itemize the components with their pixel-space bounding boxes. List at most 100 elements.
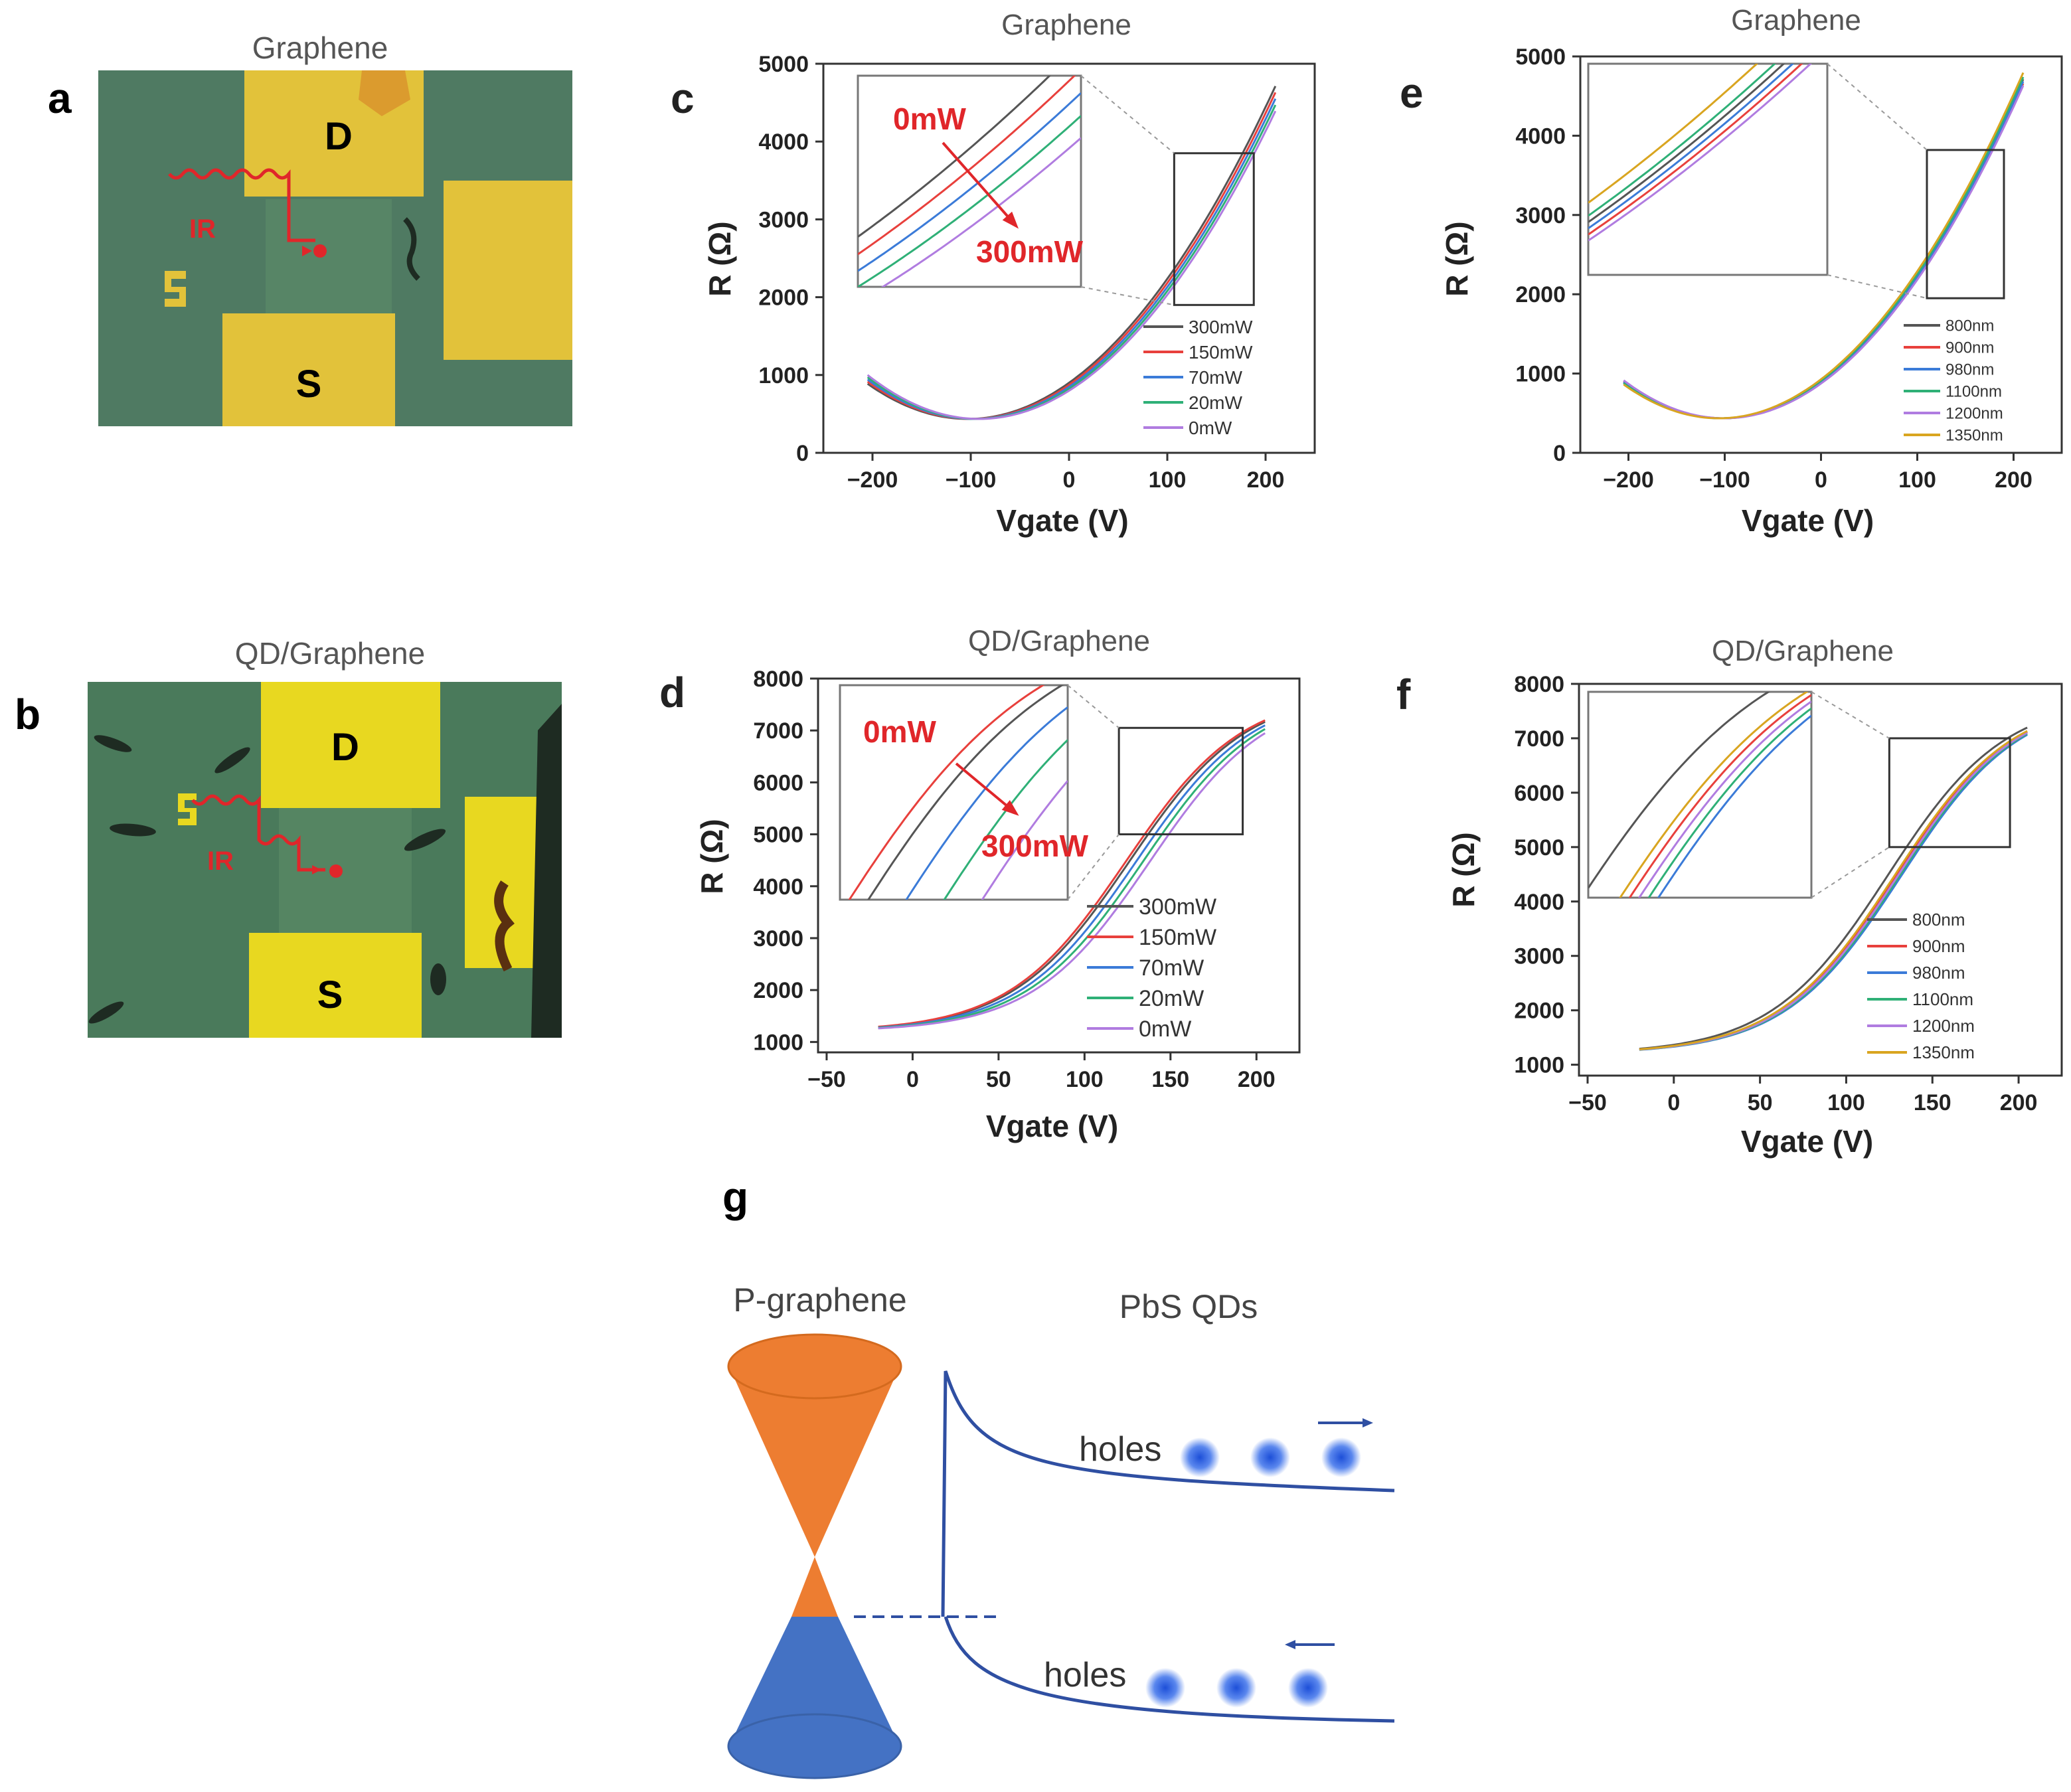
y-tick-label: 5000: [753, 823, 803, 848]
legend-label: 900nm: [1946, 339, 1994, 357]
inset-annot-from: 0mW: [863, 714, 936, 749]
y-tick-label: 2000: [1515, 282, 1566, 307]
marker-glyph: [178, 793, 197, 825]
valence-band-upper: [941, 1370, 1395, 1617]
debris: [403, 217, 420, 281]
hole-dot: [1145, 1668, 1185, 1708]
series-line-0mW: [867, 110, 1277, 420]
inset-series-980nm: [1588, 64, 1795, 230]
inset-connector: [1067, 833, 1119, 900]
upper-cone: [729, 1366, 900, 1557]
zoom-box: [1926, 149, 2005, 299]
zoom-box: [1173, 152, 1255, 306]
x-tick-label: −50: [1568, 1090, 1607, 1115]
inset-series-300mW: [867, 685, 1064, 900]
y-tick-label: 3000: [758, 207, 809, 232]
series-line-150mW: [878, 719, 1266, 1028]
inset-series-1100nm: [1588, 64, 1777, 217]
inset-series-1350nm: [1588, 64, 1759, 204]
y-axis-label: R (Ω): [1440, 221, 1474, 297]
x-axis-label: Vgate (V): [996, 503, 1128, 538]
y-axis-label: R (Ω): [695, 819, 729, 894]
y-tick-label: 1000: [758, 363, 809, 388]
x-tick-label: 100: [1827, 1090, 1865, 1115]
side-electrode: [444, 181, 572, 360]
y-tick-label: 1000: [753, 1030, 803, 1055]
arrow-left-head: [1285, 1640, 1295, 1649]
inset-connector: [1811, 691, 1890, 739]
x-tick-label: 100: [1066, 1067, 1104, 1092]
panel-letter-b: b: [15, 691, 41, 738]
ir-label: IR: [189, 214, 216, 244]
chart-panel-d: d QD/Graphene −50 0 50 100 150 200 1000 2000 3000 4…: [659, 625, 1301, 1143]
ir-spot: [329, 864, 343, 878]
legend-label: 150mW: [1189, 342, 1253, 363]
y-tick-label: 8000: [753, 667, 803, 692]
inset-frame: [839, 684, 1069, 901]
inset-series-150mW: [848, 685, 1045, 900]
inset-series-20mW: [858, 115, 1081, 287]
inset-annot-arrow: [942, 141, 1017, 227]
ir-label: IR: [207, 847, 234, 876]
y-tick-label: 1000: [1514, 1053, 1564, 1078]
drain-label: D: [331, 726, 359, 769]
panel-letter-c: c: [671, 74, 695, 122]
y-tick-label: 7000: [1514, 726, 1564, 752]
series-line-1350nm: [1623, 72, 2025, 420]
legend-label: 800nm: [1912, 910, 1965, 930]
series-line-0mW: [878, 732, 1266, 1030]
legend-label: 20mW: [1189, 392, 1242, 413]
y-tick-label: 0: [796, 441, 809, 466]
hole-dot: [1321, 1437, 1361, 1477]
legend-label: 800nm: [1946, 317, 1994, 335]
debris-on-electrode: [494, 880, 515, 972]
y-tick-label: 4000: [753, 874, 803, 900]
x-tick-label: −200: [1603, 467, 1654, 493]
inset-curves: [858, 76, 1081, 287]
legend-label: 20mW: [1139, 986, 1204, 1011]
inset-frame: [1587, 691, 1813, 899]
ir-arrowhead: [302, 246, 312, 256]
legend-label: 1200nm: [1912, 1016, 1975, 1036]
x-tick-label: 150: [1151, 1067, 1189, 1092]
y-tick-label: 2000: [1514, 999, 1564, 1024]
upper-cone-top: [727, 1333, 902, 1400]
inset-frame: [857, 74, 1082, 288]
source-electrode: [222, 313, 395, 426]
legend-label: 900nm: [1912, 936, 1965, 956]
legend-label: 70mW: [1139, 955, 1204, 981]
x-tick-label: 200: [1247, 467, 1285, 493]
x-axis-label: Vgate (V): [1741, 1124, 1873, 1159]
y-tick-label: 5000: [1514, 835, 1564, 860]
y-tick-label: 0: [1553, 441, 1566, 466]
x-tick-label: 50: [986, 1067, 1011, 1092]
inset-frame: [1587, 62, 1829, 276]
debris: [430, 963, 446, 995]
chart-panel-f: f QD/Graphene −50 0 50 100 150 200 1000 2000 3000 4…: [1396, 635, 2063, 1159]
y-tick-label: 5000: [758, 52, 809, 77]
inset-connector: [1827, 274, 1928, 299]
debris: [110, 823, 156, 837]
inset-curves: [848, 685, 1068, 900]
series-line-20mW: [878, 728, 1266, 1029]
y-tick-label: 2000: [753, 978, 803, 1003]
inset-annot-arrowhead: [1002, 211, 1019, 229]
legend-label: 980nm: [1946, 361, 1994, 378]
x-tick-label: 200: [1995, 467, 2032, 493]
inset-series-900nm: [1628, 694, 1811, 898]
pbs-qds-label: PbS QDs: [1119, 1288, 1258, 1325]
lower-cone: [729, 1617, 900, 1746]
series-line-1350nm: [1639, 730, 2028, 1050]
edge-shadow: [531, 704, 562, 1038]
x-tick-label: −200: [847, 467, 898, 493]
y-tick-label: 4000: [1515, 123, 1566, 149]
hole-dot: [1216, 1668, 1256, 1708]
panel-a-title: Graphene: [252, 31, 388, 65]
hole-dot: [1180, 1437, 1220, 1477]
ir-beam: [168, 168, 315, 242]
legend-label: 300mW: [1139, 894, 1216, 920]
inset-connector: [1067, 685, 1119, 729]
x-tick-label: 150: [1914, 1090, 1951, 1115]
inset-series-800nm: [1588, 692, 1771, 889]
